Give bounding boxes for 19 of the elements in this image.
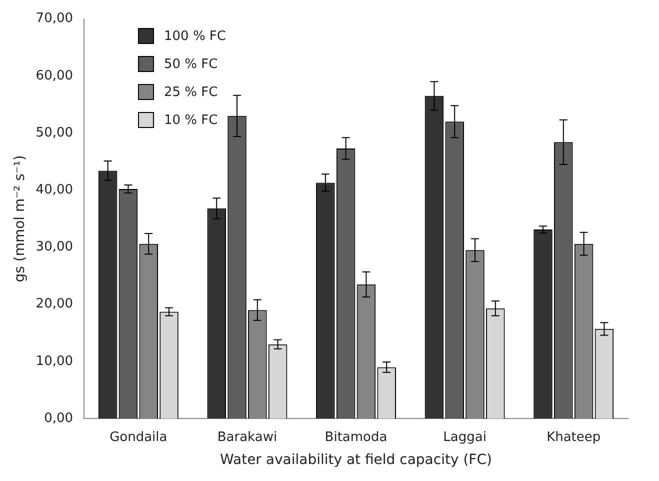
y-tick-label: 40,00 (36, 182, 74, 198)
y-tick-label: 20,00 (36, 296, 74, 312)
y-tick-label: 0,00 (44, 410, 74, 426)
x-tick-label: Laggai (443, 430, 486, 445)
y-tick-label: 70,00 (36, 11, 74, 26)
x-tick-label: Khateep (546, 430, 601, 445)
legend-label: 100 % FC (164, 28, 226, 44)
legend-label: 10 % FC (164, 112, 218, 128)
y-tick-label: 30,00 (36, 240, 74, 255)
x-axis-title: Water availability at field capacity (FC) (220, 452, 492, 468)
y-tick-label: 60,00 (36, 68, 74, 84)
x-tick-label: Barakawi (217, 430, 278, 445)
legend-label: 25 % FC (164, 84, 218, 100)
y-axis-title: gs (mmol m⁻² s⁻¹) (12, 155, 28, 282)
x-tick-label: Bitamoda (324, 430, 388, 445)
y-tick-label: 10,00 (36, 354, 74, 369)
legend-label: 50 % FC (164, 56, 218, 72)
y-tick-label: 50,00 (36, 125, 74, 140)
x-tick-label: Gondaila (110, 430, 168, 445)
